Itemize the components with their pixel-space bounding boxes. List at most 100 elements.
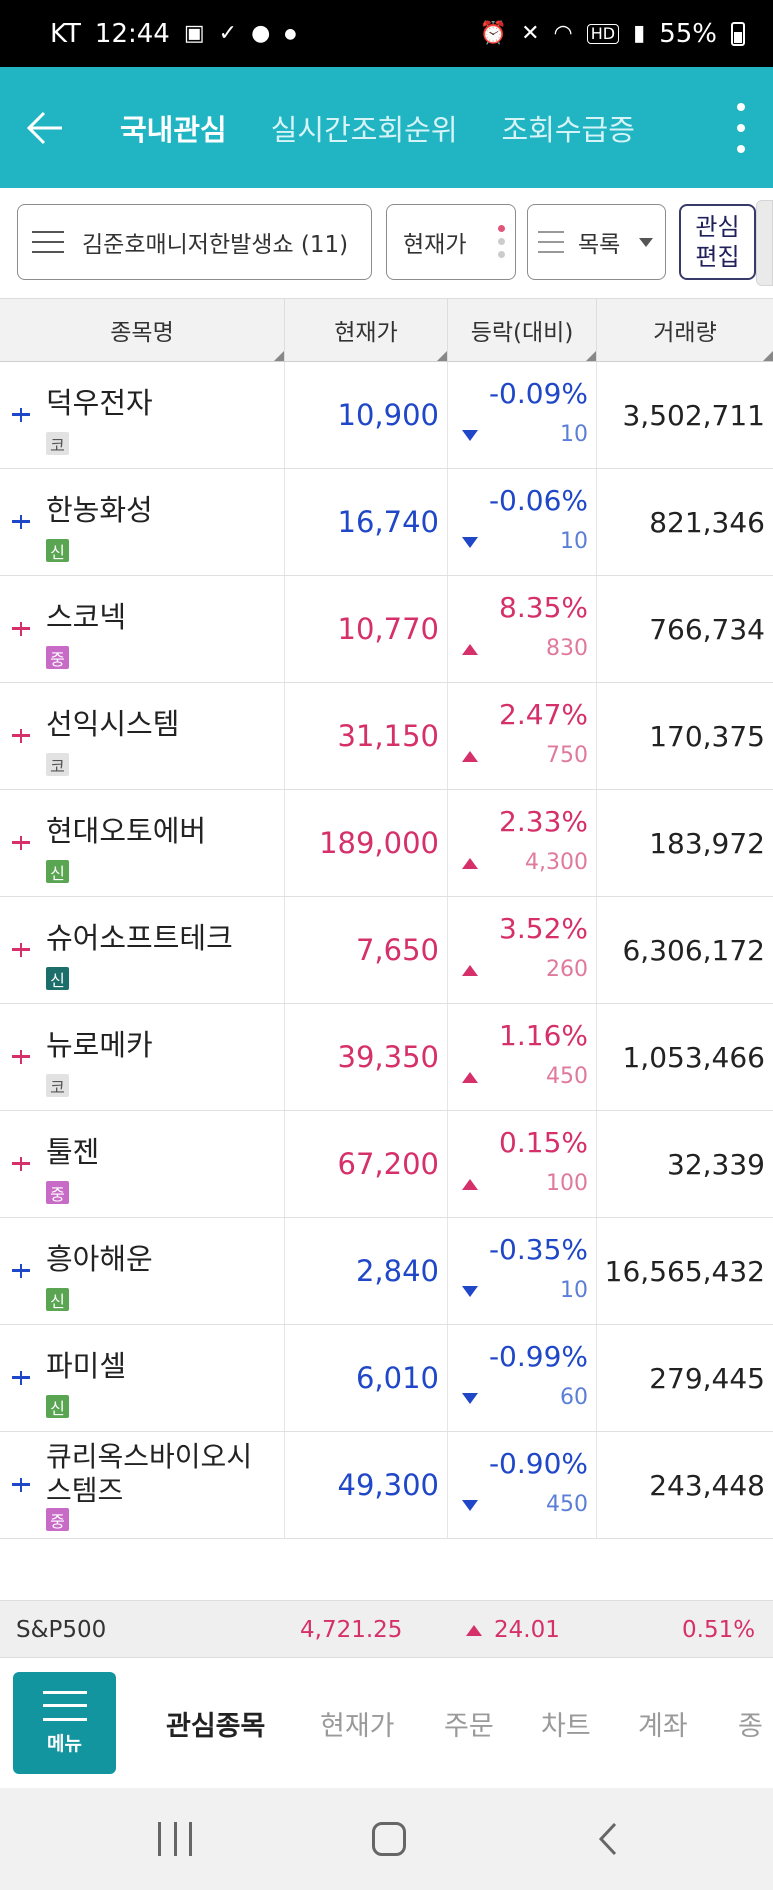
back-button[interactable] [0,67,90,188]
stock-name-cell[interactable]: 스코넥 중 [0,576,285,682]
table-row[interactable]: 뉴로메카 코 39,350 1.16% 450 1,053,466 [0,1004,773,1111]
stock-name-cell[interactable]: 큐리옥스바이오시스템즈 중 [0,1432,285,1538]
candle-icon [10,1050,32,1064]
nav-order[interactable]: 주문 [444,1711,494,1742]
up-arrow-icon [462,644,478,655]
view-mode-label: 목록 [578,232,621,258]
candle-icon [10,515,32,529]
market-badge: 코 [46,1074,69,1097]
menu-label: 메뉴 [47,1732,82,1755]
volume: 183,972 [649,826,765,860]
current-price: 7,650 [285,897,448,1003]
volume: 6,306,172 [622,933,765,967]
chevron-down-icon [639,238,653,247]
stock-name-cell[interactable]: 슈어소프트테크 신 [0,897,285,1003]
nav-account[interactable]: 계좌 [638,1711,688,1742]
stock-name-cell[interactable]: 현대오토에버 신 [0,790,285,896]
tab-view-surge[interactable]: 조회수급증 [501,112,635,147]
stock-name-cell[interactable]: 뉴로메카 코 [0,1004,285,1110]
nav-watchlist[interactable]: 관심종목 [166,1711,266,1742]
change-amount: 450 [546,1492,588,1517]
table-row[interactable]: 스코넥 중 10,770 8.35% 830 766,734 [0,576,773,683]
candle-icon [10,836,32,850]
top-app-bar: 국내관심 실시간조회순위 조회수급증 [0,67,773,188]
current-price: 49,300 [285,1432,448,1538]
stock-name-cell[interactable]: 파미셀 신 [0,1325,285,1431]
table-row[interactable]: 파미셀 신 6,010 -0.99% 60 279,445 [0,1325,773,1432]
change-cell: 8.35% 830 [448,576,597,682]
nav-more[interactable]: 종 [738,1711,763,1742]
system-navigation-bar [0,1788,773,1890]
stock-name-cell[interactable]: 툴젠 중 [0,1111,285,1217]
stock-name: 흥아해운 [46,1242,153,1276]
column-header-price[interactable]: 현재가 [285,299,448,361]
change-cell: -0.06% 10 [448,469,597,575]
market-badge: 중 [46,1508,69,1531]
more-options-icon[interactable] [737,103,745,153]
volume: 3,502,711 [622,398,765,432]
stock-list: 덕우전자 코 10,900 -0.09% 10 3,502,711 한농화성 신… [0,362,773,1539]
current-price: 10,900 [285,362,448,468]
change-percent: 2.47% [499,698,588,731]
index-ticker[interactable]: S&P500 4,721.25 24.01 0.51% [0,1600,773,1658]
change-cell: -0.90% 450 [448,1432,597,1538]
filter-bar: 김준호매니저한발생쇼 (11) 현재가 목록 관심 편집 [0,188,773,298]
tab-domestic-watchlist[interactable]: 국내관심 [120,112,227,147]
menu-lines-icon [32,231,64,253]
price-type-label: 현재가 [403,232,467,258]
candle-icon [10,408,32,422]
edit-watchlist-button[interactable]: 관심 편집 [679,204,756,280]
home-icon[interactable] [372,1822,406,1856]
status-bar: KT 12:44 ▣ ✓ ● ● ⏰ ✕ ◠ HD ▮ 55% [0,0,773,67]
stock-name-cell[interactable]: 한농화성 신 [0,469,285,575]
column-header-change[interactable]: 등락(대비) [448,299,597,361]
table-row[interactable]: 슈어소프트테크 신 7,650 3.52% 260 6,306,172 [0,897,773,1004]
recent-apps-icon[interactable] [158,1822,192,1856]
watchlist-group-select[interactable]: 김준호매니저한발생쇼 (11) [17,204,372,280]
column-header-name[interactable]: 종목명 [0,299,285,361]
up-arrow-icon [462,1179,478,1190]
carrier-label: KT [50,18,81,49]
price-type-select[interactable]: 현재가 [386,204,516,280]
battery-percent: 55% [659,18,717,49]
more-notifications-icon: ● [284,25,297,42]
change-cell: -0.09% 10 [448,362,597,468]
down-arrow-icon [462,430,478,441]
table-row[interactable]: 덕우전자 코 10,900 -0.09% 10 3,502,711 [0,362,773,469]
tab-realtime-ranking[interactable]: 실시간조회순위 [270,112,458,147]
down-arrow-icon [462,1500,478,1511]
list-icon [538,231,564,253]
system-back-icon[interactable] [590,1820,628,1858]
table-row[interactable]: 한농화성 신 16,740 -0.06% 10 821,346 [0,469,773,576]
view-mode-select[interactable]: 목록 [527,204,666,280]
stock-name-cell[interactable]: 흥아해운 신 [0,1218,285,1324]
table-row[interactable]: 선익시스템 코 31,150 2.47% 750 170,375 [0,683,773,790]
scroll-handle[interactable] [756,200,773,286]
table-row[interactable]: 큐리옥스바이오시스템즈 중 49,300 -0.90% 450 243,448 [0,1432,773,1539]
market-badge: 코 [46,432,69,455]
change-amount: 10 [560,529,588,554]
table-row[interactable]: 현대오토에버 신 189,000 2.33% 4,300 183,972 [0,790,773,897]
change-amount: 4,300 [525,850,588,875]
nav-current-price[interactable]: 현재가 [320,1711,395,1742]
sort-icon [763,351,773,361]
stock-name: 뉴로메카 [46,1028,153,1062]
table-header: 종목명 현재가 등락(대비) 거래량 [0,298,773,362]
current-price: 10,770 [285,576,448,682]
current-price: 16,740 [285,469,448,575]
stock-name-cell[interactable]: 선익시스템 코 [0,683,285,789]
change-amount: 450 [546,1064,588,1089]
menu-button[interactable]: 메뉴 [13,1672,116,1774]
table-row[interactable]: 흥아해운 신 2,840 -0.35% 10 16,565,432 [0,1218,773,1325]
change-amount: 10 [560,422,588,447]
column-header-volume[interactable]: 거래량 [597,299,773,361]
market-badge: 신 [46,967,69,990]
table-row[interactable]: 툴젠 중 67,200 0.15% 100 32,339 [0,1111,773,1218]
nav-chart[interactable]: 차트 [541,1711,591,1742]
stock-name-cell[interactable]: 덕우전자 코 [0,362,285,468]
alarm-icon: ⏰ [479,20,508,46]
change-amount: 750 [546,743,588,768]
tab-bar: 국내관심 실시간조회순위 조회수급증 [120,107,635,149]
stock-name: 한농화성 [46,493,153,527]
change-cell: 2.33% 4,300 [448,790,597,896]
